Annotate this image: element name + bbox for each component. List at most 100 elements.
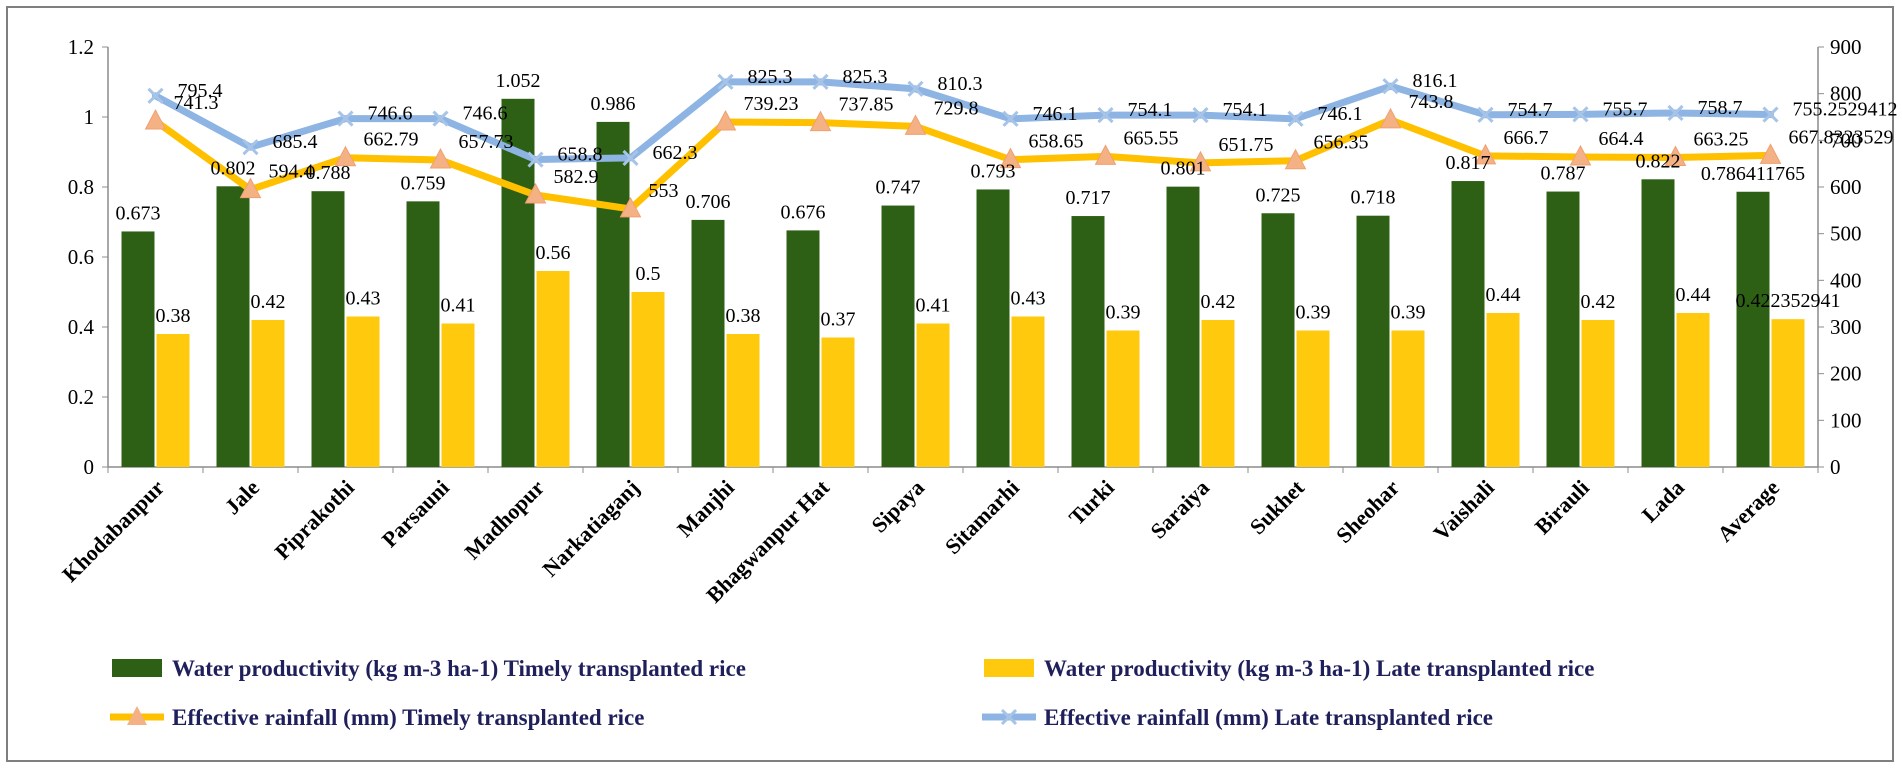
data-label-timely-rainfall: 656.35: [1314, 132, 1369, 154]
data-label-timely-water: 0.817: [1446, 152, 1491, 174]
marker-late-rainfall: [1382, 78, 1399, 95]
data-label-late-water: 0.39: [1391, 302, 1426, 324]
marker-late-rainfall: [242, 139, 259, 156]
marker-timely-rainfall: [904, 114, 927, 135]
data-label-timely-water: 0.673: [116, 202, 161, 224]
data-label-timely-rainfall: 663.25: [1694, 128, 1749, 150]
legend-late-water-swatch: [984, 659, 1034, 677]
data-label-timely-rainfall: 662.79: [364, 129, 419, 151]
data-label-timely-water: 0.802: [211, 157, 256, 179]
data-label-timely-water: 0.786411765: [1701, 163, 1805, 185]
data-label-timely-rainfall: 743.8: [1409, 91, 1454, 113]
category-label: Sukhet: [1245, 474, 1310, 539]
data-label-late-water: 0.44: [1676, 284, 1711, 306]
data-label-late-rainfall: 755.7: [1603, 98, 1648, 120]
marker-timely-rainfall: [619, 196, 642, 218]
right-tick-label: 500: [1830, 222, 1862, 246]
data-label-late-water: 0.41: [441, 295, 476, 317]
marker-late-rainfall: [1097, 107, 1114, 124]
left-tick-label: 0.6: [68, 245, 94, 269]
category-label: Birauli: [1530, 475, 1594, 539]
data-label-timely-water: 0.793: [971, 160, 1016, 182]
category-label: Average: [1712, 475, 1784, 547]
data-label-timely-rainfall: 553: [649, 180, 679, 202]
marker-late-rainfall: [432, 110, 449, 127]
data-label-late-water: 0.39: [1296, 302, 1331, 324]
bar-late-water-productivity: [156, 334, 190, 467]
marker-late-rainfall: [1572, 106, 1589, 123]
right-tick-label: 100: [1830, 408, 1862, 432]
data-label-late-rainfall: 754.1: [1223, 99, 1268, 121]
bar-late-water-productivity: [1391, 330, 1425, 467]
bar-late-water-productivity: [441, 323, 475, 467]
marker-late-rainfall: [147, 87, 164, 104]
legend-late-rainfall-label: Effective rainfall (mm) Late transplante…: [1044, 705, 1493, 730]
data-label-timely-rainfall: 737.85: [839, 94, 894, 116]
data-label-timely-rainfall: 658.65: [1029, 131, 1084, 153]
legend-timely-rainfall-marker: [127, 706, 147, 725]
data-label-late-water: 0.42: [251, 291, 286, 313]
data-label-timely-water: 0.717: [1066, 187, 1111, 209]
data-label-late-water: 0.56: [536, 242, 571, 264]
data-label-timely-rainfall: 739.23: [744, 93, 799, 115]
bar-late-water-productivity: [1106, 330, 1140, 467]
bar-timely-water-productivity: [1356, 215, 1390, 467]
data-label-timely-water: 0.822: [1636, 150, 1681, 172]
left-tick-label: 0.8: [68, 175, 94, 199]
data-label-timely-rainfall: 594.4: [269, 161, 314, 183]
category-label: Narkatiaganj: [537, 475, 644, 582]
bar-timely-water-productivity: [1736, 191, 1770, 468]
right-tick-label: 200: [1830, 362, 1862, 386]
marker-timely-rainfall: [714, 109, 737, 131]
bar-timely-water-productivity: [1641, 179, 1675, 468]
data-label-late-rainfall: 810.3: [938, 73, 983, 95]
bar-late-water-productivity: [916, 323, 950, 467]
marker-late-rainfall: [1192, 107, 1209, 124]
data-label-late-rainfall: 658.8: [558, 144, 603, 166]
category-label: Turki: [1064, 475, 1119, 530]
category-label: Vaishali: [1428, 475, 1499, 546]
data-label-timely-water: 0.747: [876, 177, 921, 199]
data-label-late-water: 0.42: [1581, 291, 1616, 313]
data-label-late-water: 0.41: [916, 295, 951, 317]
right-tick-label: 900: [1830, 35, 1862, 59]
bar-late-water-productivity: [1296, 330, 1330, 467]
category-label: Lada: [1637, 475, 1689, 527]
data-label-timely-rainfall: 582.9: [554, 166, 599, 188]
data-label-timely-rainfall: 657.73: [459, 131, 514, 153]
data-label-timely-water: 0.706: [686, 191, 731, 213]
marker-late-rainfall: [1477, 106, 1494, 123]
data-label-late-rainfall: 754.1: [1128, 99, 1173, 121]
category-label: Saraiya: [1145, 475, 1214, 544]
bar-timely-water-productivity: [406, 201, 440, 467]
legend-late-water-label: Water productivity (kg m-3 ha-1) Late tr…: [1044, 656, 1594, 681]
data-label-timely-rainfall: 665.55: [1124, 127, 1179, 149]
data-label-timely-water: 1.052: [496, 70, 541, 92]
bar-late-water-productivity: [726, 334, 760, 467]
bar-timely-water-productivity: [691, 219, 725, 467]
data-label-timely-rainfall: 666.7: [1504, 127, 1549, 149]
marker-late-rainfall: [812, 73, 829, 90]
right-tick-label: 0: [1830, 455, 1841, 479]
marker-late-rainfall: [527, 151, 544, 168]
bar-late-water-productivity: [251, 320, 285, 467]
bar-late-water-productivity: [1486, 313, 1520, 467]
data-label-late-water: 0.39: [1106, 302, 1141, 324]
bar-late-water-productivity: [1581, 320, 1615, 467]
data-label-late-water: 0.42: [1201, 291, 1236, 313]
data-label-late-water: 0.38: [156, 305, 191, 327]
bar-timely-water-productivity: [881, 205, 915, 468]
left-tick-label: 0: [84, 455, 95, 479]
data-label-late-rainfall: 758.7: [1698, 97, 1743, 119]
marker-late-rainfall: [1287, 110, 1304, 127]
data-label-late-water: 0.44: [1486, 284, 1521, 306]
category-label: Sipaya: [866, 475, 929, 538]
bar-timely-water-productivity: [121, 231, 155, 467]
category-label: Sheohar: [1331, 475, 1404, 548]
data-label-late-water: 0.422352941: [1736, 290, 1841, 312]
bar-timely-water-productivity: [1261, 213, 1295, 467]
category-label: Khodabanpur: [57, 475, 169, 587]
right-tick-label: 700: [1830, 128, 1862, 152]
data-label-timely-water: 0.986: [591, 93, 636, 115]
